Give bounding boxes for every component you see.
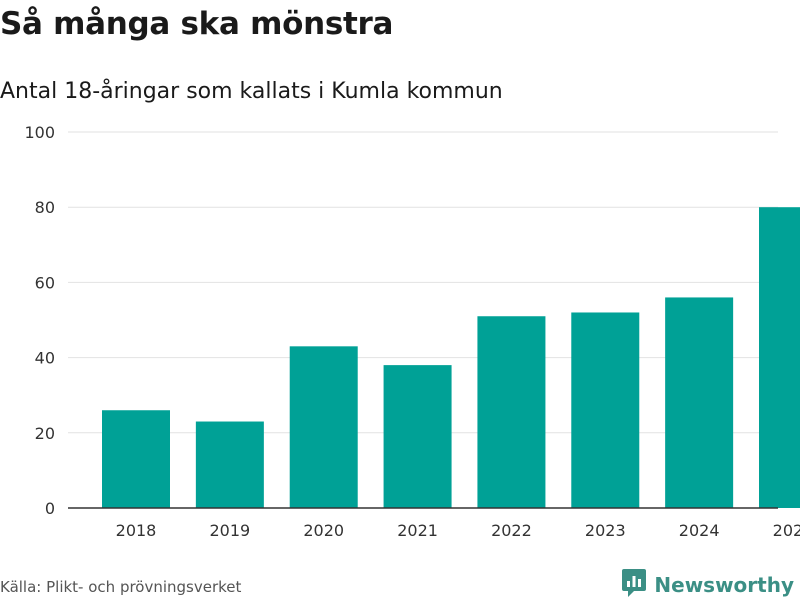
newsworthy-logo-icon xyxy=(621,568,647,602)
y-tick-label: 0 xyxy=(45,499,55,518)
bar-chart: 0 20 40 60 80 100 2018 2019 2020 2021 2022 2023 202… xyxy=(24,123,800,540)
bar-2021 xyxy=(383,365,452,508)
bars xyxy=(102,207,800,508)
source-note: Källa: Plikt- och prövningsverket xyxy=(0,578,242,596)
chart-subtitle: Antal 18-åringar som kallats i Kumla kom… xyxy=(0,79,503,104)
brand-name: Newsworthy xyxy=(654,573,794,597)
y-tick-label: 20 xyxy=(35,424,55,443)
bar-2025 xyxy=(759,207,800,508)
x-tick-label: 2023 xyxy=(585,521,626,540)
bar-2020 xyxy=(289,346,358,508)
bar-2024 xyxy=(665,297,734,508)
bar-2019 xyxy=(195,421,264,508)
x-tick-label: 2025 xyxy=(773,521,800,540)
x-axis-tick-labels: 2018 2019 2020 2021 2022 2023 2024 2025 xyxy=(116,521,800,540)
y-tick-label: 100 xyxy=(24,123,55,142)
bar-2023 xyxy=(571,312,640,508)
y-axis-tick-labels: 0 20 40 60 80 100 xyxy=(24,123,55,518)
bar-2018 xyxy=(102,410,170,508)
x-tick-label: 2024 xyxy=(679,521,720,540)
y-tick-label: 80 xyxy=(35,198,55,217)
x-tick-label: 2019 xyxy=(209,521,250,540)
y-tick-label: 40 xyxy=(35,349,55,368)
x-tick-label: 2020 xyxy=(303,521,344,540)
bar-2022 xyxy=(477,316,546,508)
x-tick-label: 2018 xyxy=(116,521,157,540)
x-tick-label: 2021 xyxy=(397,521,438,540)
chart-title: Så många ska mönstra xyxy=(0,6,394,42)
brand-logo: Newsworthy xyxy=(621,568,794,602)
y-tick-label: 60 xyxy=(35,273,55,292)
x-tick-label: 2022 xyxy=(491,521,532,540)
